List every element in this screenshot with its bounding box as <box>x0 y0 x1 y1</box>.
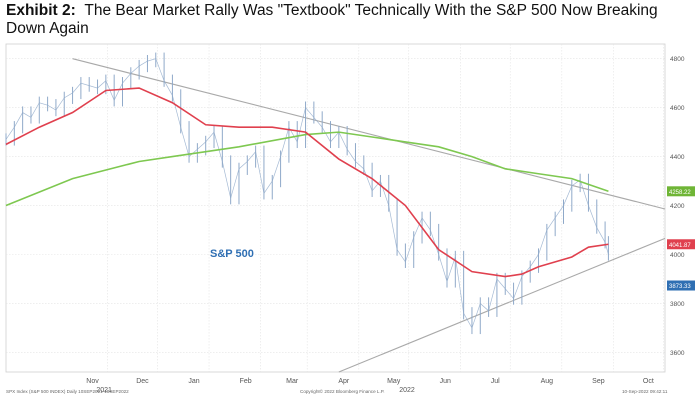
last-value-label: 4258.22 <box>669 190 691 196</box>
footer-source: SPX Index (S&P 500 INDEX) Daily 10SEP202… <box>6 389 129 394</box>
x-tick-label: Feb <box>240 378 252 385</box>
y-tick-label: 4200 <box>670 203 685 210</box>
x-tick-label: Aug <box>541 378 554 385</box>
y-tick-label: 4000 <box>670 252 685 259</box>
y-tick-label: 3800 <box>670 301 685 308</box>
y-tick-label: 4600 <box>670 105 685 112</box>
x-tick-label: Oct <box>643 378 654 385</box>
last-value-label: 3873.33 <box>669 284 691 290</box>
x-tick-label: Dec <box>136 378 149 385</box>
footer-copyright: Copyright© 2022 Bloomberg Finance L.P. <box>300 389 385 394</box>
x-tick-label: Mar <box>286 378 299 385</box>
chart-title: Exhibit 2: The Bear Market Rally Was "Te… <box>6 2 696 38</box>
x-tick-label: Jan <box>188 378 199 385</box>
ma50-line <box>5 87 609 278</box>
x-tick-label: Sep <box>592 378 605 385</box>
year-label: 2021 <box>96 387 112 394</box>
x-tick-label: Jul <box>491 378 500 385</box>
last-value-tag <box>667 239 695 250</box>
last-value-tag <box>667 280 695 291</box>
plot-frame <box>5 43 666 373</box>
x-tick-label: Nov <box>86 378 99 385</box>
y-tick-label: 3600 <box>670 350 685 357</box>
year-label: 2022 <box>399 387 415 394</box>
y-tick-label: 4800 <box>670 56 685 63</box>
exhibit-label: Exhibit 2: <box>6 2 76 19</box>
x-tick-label: May <box>387 378 401 385</box>
support-trendline <box>338 237 666 373</box>
y-tick-label: 4400 <box>670 154 685 161</box>
series-annotation: S&P 500 <box>210 248 254 260</box>
x-tick-label: Jun <box>440 378 451 385</box>
x-tick-label: Apr <box>338 378 350 385</box>
resistance-trendline <box>72 58 666 210</box>
price-series <box>5 58 609 329</box>
title-text: The Bear Market Rally Was "Textbook" Tec… <box>6 2 658 37</box>
ma200-line <box>5 131 609 207</box>
footer-timestamp: 10-Sep-2022 09:42:11 <box>622 389 668 394</box>
last-value-tag <box>667 186 695 197</box>
last-value-label: 4041.87 <box>669 243 691 249</box>
